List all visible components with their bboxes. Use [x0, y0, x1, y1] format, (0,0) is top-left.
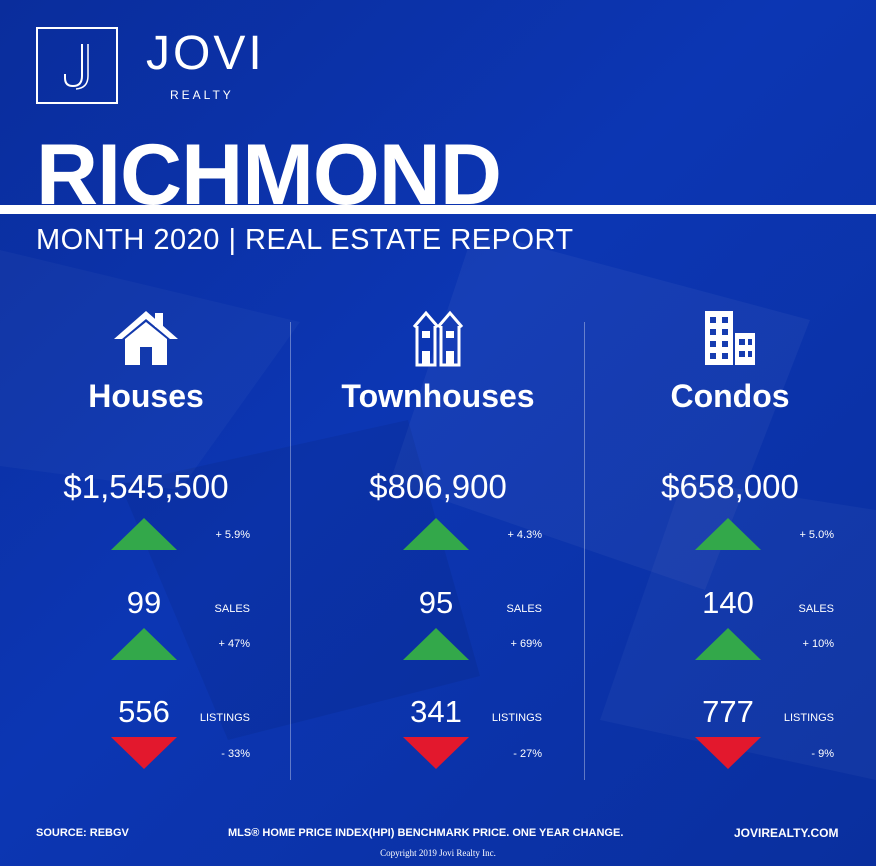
- column-heading: Condos: [670, 378, 790, 414]
- trend-down-icon: [111, 737, 177, 769]
- column-heading: Houses: [88, 378, 204, 414]
- footer-source: SOURCE: REBGV: [36, 827, 129, 839]
- trend-up-icon: [403, 518, 469, 550]
- sales-count: 99: [126, 585, 162, 620]
- listings-label: LISTINGS: [491, 712, 542, 724]
- trend-up-icon: [695, 518, 761, 550]
- listings-change: - 33%: [221, 748, 250, 760]
- trend-down-icon: [403, 737, 469, 769]
- sales-count: 140: [702, 585, 754, 620]
- house-icon: [114, 311, 178, 365]
- column-divider: [584, 322, 585, 780]
- townhouse-icon: [412, 310, 464, 367]
- trend-up-icon: [111, 518, 177, 550]
- j-monogram-icon: [64, 44, 89, 90]
- sales-count: 95: [418, 585, 454, 620]
- price-change: + 4.3%: [507, 529, 542, 541]
- benchmark-price: $806,900: [369, 468, 507, 505]
- listings-change: - 9%: [811, 748, 834, 760]
- benchmark-price: $658,000: [661, 468, 799, 505]
- listings-count: 341: [410, 694, 462, 729]
- condos-column: Condos $658,000 + 5.0% 140 SALES + 10% 7…: [584, 0, 876, 866]
- trend-down-icon: [695, 737, 761, 769]
- footer-note: MLS® HOME PRICE INDEX(HPI) BENCHMARK PRI…: [228, 827, 624, 839]
- listings-change: - 27%: [513, 748, 542, 760]
- benchmark-price: $1,545,500: [63, 468, 229, 505]
- trend-up-icon: [695, 628, 761, 660]
- townhouses-column: Townhouses $806,900 + 4.3% 95 SALES + 69…: [292, 0, 584, 866]
- column-heading: Townhouses: [341, 378, 535, 414]
- listings-label: LISTINGS: [199, 712, 250, 724]
- city-title: RICHMOND: [36, 127, 502, 223]
- brand-sub: REALTY: [170, 88, 234, 102]
- listings-count: 777: [702, 694, 754, 729]
- sales-label: SALES: [214, 603, 250, 615]
- footer-website: JOVIREALTY.COM: [734, 826, 839, 840]
- price-change: + 5.9%: [215, 529, 250, 541]
- title-rule: [0, 205, 876, 214]
- report-subtitle: MONTH 2020 | REAL ESTATE REPORT: [36, 224, 574, 256]
- copyright: Copyright 2019 Jovi Realty Inc.: [380, 848, 496, 858]
- sales-label: SALES: [506, 603, 542, 615]
- listings-label: LISTINGS: [783, 712, 834, 724]
- houses-column: Houses $1,545,500 + 5.9% 99 SALES + 47% …: [0, 0, 292, 866]
- price-change: + 5.0%: [799, 529, 834, 541]
- column-divider: [290, 322, 291, 780]
- listings-count: 556: [118, 694, 170, 729]
- trend-up-icon: [111, 628, 177, 660]
- sales-label: SALES: [798, 603, 834, 615]
- trend-up-icon: [403, 628, 469, 660]
- condo-building-icon: [705, 311, 755, 365]
- logo-box: [36, 27, 118, 104]
- brand-name: JOVI: [146, 27, 265, 80]
- sales-change: + 47%: [218, 638, 251, 650]
- sales-change: + 69%: [510, 638, 543, 650]
- sales-change: + 10%: [802, 638, 835, 650]
